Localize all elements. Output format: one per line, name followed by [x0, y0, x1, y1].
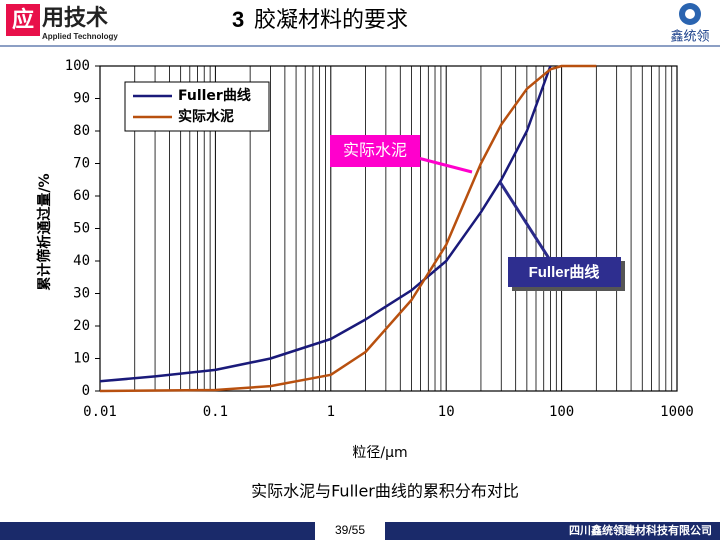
x-tick-label: 1000 — [660, 404, 694, 420]
logo-sub: Applied Technology — [42, 32, 118, 41]
x-tick-label: 10 — [438, 404, 455, 420]
caption: 实际水泥与Fuller曲线的累积分布对比 — [251, 482, 519, 501]
x-tick-label: 0.1 — [203, 404, 228, 420]
brand-logo — [685, 9, 695, 19]
series-line — [99, 64, 597, 393]
y-tick-label: 70 — [73, 156, 90, 172]
logo-char: 应 — [12, 7, 34, 33]
x-tick-label: 0.01 — [83, 404, 117, 420]
annotation: Fuller曲线 — [529, 263, 600, 281]
legend — [124, 81, 270, 132]
annotation: 实际水泥 — [343, 141, 407, 160]
annotation-box — [508, 257, 621, 287]
page-number: 39/55 — [335, 523, 365, 537]
y-tick-label: 50 — [73, 221, 90, 237]
y-axis-label: 累计筛析通过量/% — [36, 173, 53, 290]
series-line — [99, 65, 552, 383]
y-tick-label: 60 — [73, 188, 90, 204]
logo-text: 用技术 — [42, 6, 108, 31]
x-tick-label: 100 — [549, 404, 574, 420]
plot-frame — [99, 65, 678, 392]
annotation-box — [330, 135, 420, 167]
legend-label: 实际水泥 — [178, 108, 234, 125]
legend-label: Fuller曲线 — [178, 87, 251, 104]
y-tick-label: 100 — [65, 58, 90, 74]
logo-box — [6, 4, 40, 36]
slide-title: 胶凝材料的要求 — [254, 8, 408, 33]
annotation-pointer — [417, 156, 473, 174]
x-tick-label: 1 — [327, 404, 335, 420]
y-tick-label: 30 — [73, 286, 90, 302]
y-tick-label: 90 — [73, 91, 90, 107]
brand-name: 鑫统领 — [670, 29, 709, 45]
section-number: 3 — [232, 7, 244, 32]
x-axis-label: 粒径/μm — [352, 445, 407, 461]
footer-company: 四川鑫统领建材科技有限公司 — [569, 523, 712, 537]
annotation-pointer — [498, 181, 552, 261]
y-tick-label: 10 — [73, 351, 90, 367]
y-tick-label: 80 — [73, 123, 90, 139]
page-box — [315, 522, 385, 540]
y-tick-label: 40 — [73, 253, 90, 269]
y-tick-label: 0 — [82, 383, 90, 399]
y-tick-label: 20 — [73, 318, 90, 334]
